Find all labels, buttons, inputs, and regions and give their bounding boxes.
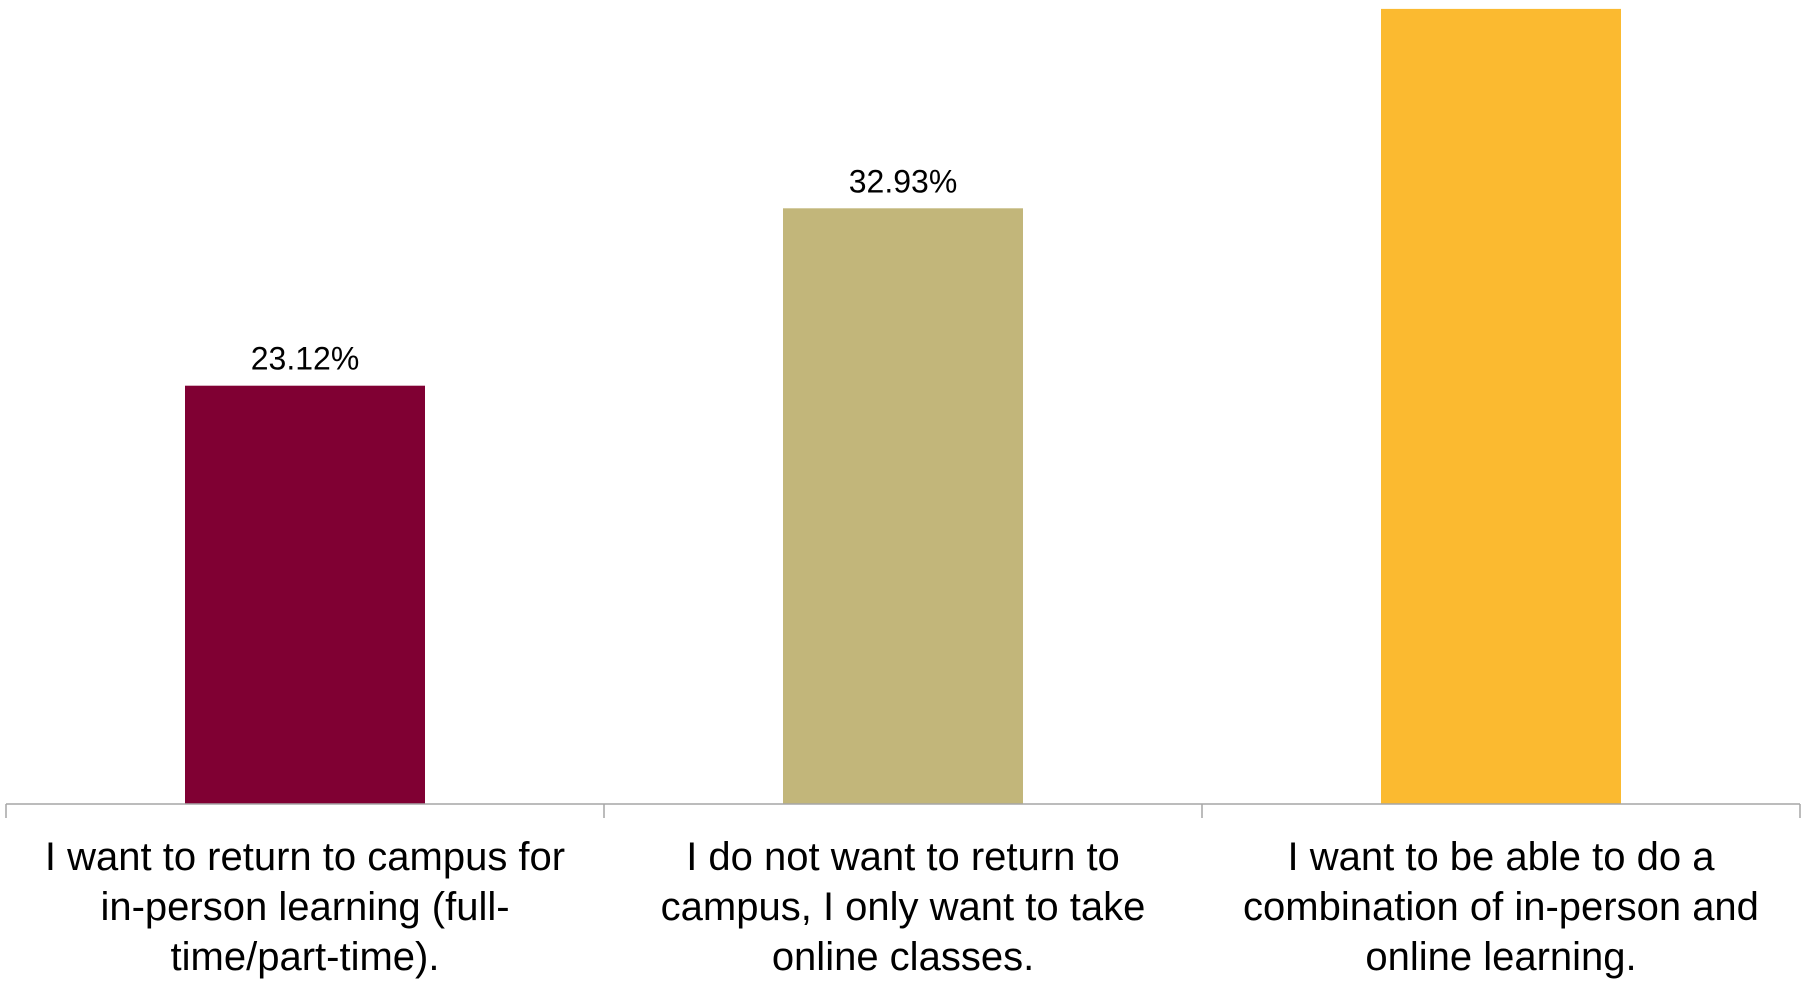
category-label-line: in-person learning (full- (100, 885, 510, 929)
category-label-1: I want to return to campus for in-person … (10, 832, 600, 982)
bar-2 (783, 208, 1023, 805)
category-label-line: online learning. (1365, 935, 1637, 979)
category-label-line: I do not want to return to (686, 835, 1120, 879)
category-label-line: time/part-time). (170, 935, 440, 979)
category-label-line: combination of in-person and (1243, 885, 1759, 929)
category-label-line: online classes. (771, 935, 1035, 979)
bar-3 (1381, 8, 1621, 804)
category-label-line: I want to return to campus for (44, 835, 566, 879)
category-label-line: I want to be able to do a (1287, 835, 1715, 879)
category-label-line: campus, I only want to take (660, 885, 1146, 929)
x-axis (5, 803, 1801, 818)
category-label-3: I want to be able to do a combination of … (1206, 832, 1796, 982)
category-label-2: I do not want to return to campus, I only… (608, 832, 1198, 982)
bars-group (185, 8, 1621, 805)
data-label-2: 32.93% (849, 163, 958, 199)
bar-1 (185, 385, 425, 804)
data-labels-group: 23.12%32.93%43.95% (251, 163, 958, 377)
data-label-1: 23.12% (251, 341, 360, 377)
